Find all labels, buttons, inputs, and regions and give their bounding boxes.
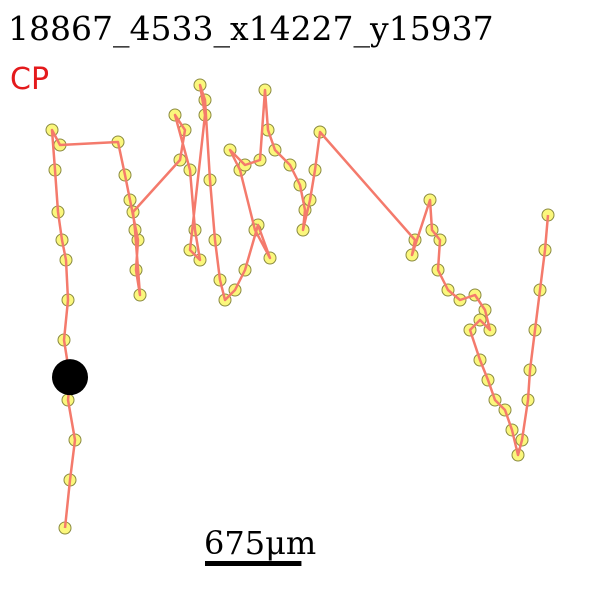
track-line [50, 83, 550, 529]
current-position [52, 359, 88, 396]
chart-title: 18867_4533_x14227_y15937 [8, 9, 494, 49]
scale-bar-label: 675μm [204, 524, 316, 562]
scale-bar [205, 561, 302, 566]
chart-subtitle: CP [10, 62, 49, 97]
